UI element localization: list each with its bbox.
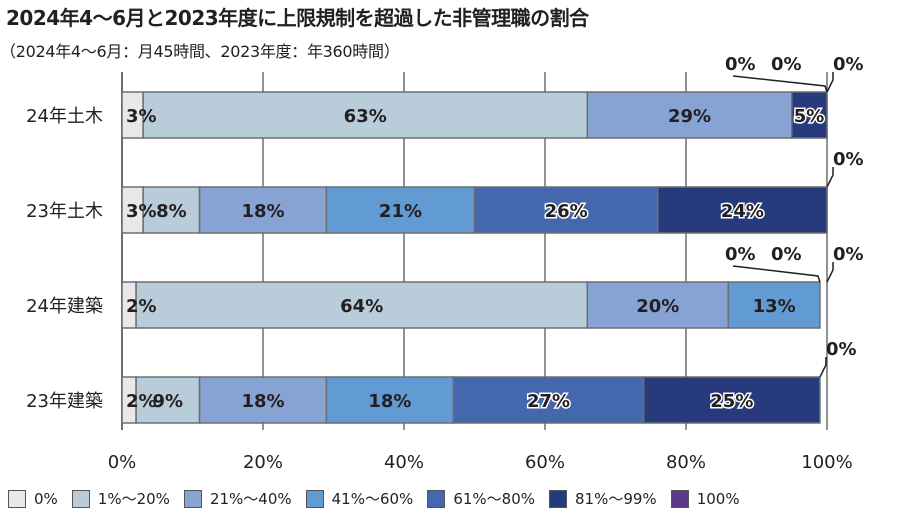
zero-label: 0% [826,339,857,360]
zero-label: 0% [833,54,864,75]
legend-item: 41%～60% [305,488,414,509]
legend-item: 61%～80% [427,488,535,509]
data-label: 3% [126,201,157,222]
category-label: 23年建築 [26,391,103,412]
legend-item: 81%～99% [549,488,657,509]
data-label: 18% [241,201,284,222]
legend-item: 21%～40% [183,488,292,509]
x-tick-label: 40% [384,452,424,473]
chart-title: 2024年4～6月と2023年度に上限規制を超過した非管理職の割合 [6,6,589,30]
legend-label: 41%～60% [331,490,414,508]
bar-segment [198,186,328,234]
bar-segment [325,186,476,234]
category-label: 24年建築 [26,296,103,317]
bar-segment [325,376,455,424]
data-label: 63% [344,106,387,127]
zero-label: 0% [725,54,756,75]
legend-label: 100% [696,489,740,508]
legend-swatch [71,489,90,508]
data-label: 64% [340,296,383,317]
zero-label: 0% [771,54,802,75]
callout-line [819,357,827,378]
bar-segment [727,281,821,329]
bar-segment [657,186,828,234]
x-tick-label: 100% [801,452,852,473]
chart-legend: 0% 1%～20% 21%～40% 41%～60% 61%～80% 81%～99% 100% [8,488,754,509]
legend-swatch [670,489,689,508]
data-label: 20% [636,296,679,317]
data-label: 24% [721,201,764,222]
data-label: 18% [368,391,411,412]
legend-item: 100% [670,489,740,508]
bar-segment [452,376,645,424]
callout-line [732,265,821,283]
data-label: 27% [527,391,570,412]
data-label: 8% [156,201,187,222]
x-tick-label: 80% [666,452,706,473]
x-tick-label: 20% [243,452,283,473]
data-label: 2% [126,391,157,412]
legend-swatch [305,489,324,508]
legend-swatch [183,489,202,508]
x-tick-label: 60% [525,452,565,473]
bar-segment [135,281,589,329]
legend-item: 0% [8,489,58,508]
bar-segment [586,281,730,329]
callout-line [826,262,834,283]
category-label: 23年土木 [26,201,103,222]
zero-label: 0% [833,244,864,265]
legend-item: 1%～20% [71,488,170,509]
legend-label: 21%～40% [209,490,292,508]
legend-label: 61%～80% [453,490,535,508]
category-label: 24年土木 [26,106,103,127]
data-label: 21% [379,201,422,222]
legend-label: 81%～99% [575,490,657,508]
bar-segment [142,186,201,234]
data-label: 25% [710,391,753,412]
data-label: 18% [241,391,284,412]
zero-label: 0% [771,244,802,265]
data-label: 5% [794,106,825,127]
bar-segment [642,376,821,424]
zero-label: 0% [833,149,864,170]
x-tick-label: 0% [108,452,137,473]
data-label: 2% [126,296,157,317]
bar-segment [198,376,328,424]
chart-subtitle: （2024年4～6月：月45時間、2023年度：年360時間） [0,42,400,61]
bar-segment [142,91,589,139]
legend-label: 0% [34,489,58,508]
callout-line [826,72,834,93]
callout-line [732,75,828,93]
bar-segment [791,91,828,139]
bar-segment [135,376,201,424]
legend-swatch [8,489,26,508]
data-label: 13% [753,296,796,317]
legend-swatch [427,489,446,508]
legend-swatch [549,489,567,508]
bar-segment [473,186,659,234]
zero-label: 0% [725,244,756,265]
data-label: 9% [153,391,184,412]
callout-line [826,167,834,188]
data-label: 3% [126,106,157,127]
legend-label: 1%～20% [97,490,170,508]
data-label: 26% [545,201,588,222]
data-label: 29% [668,106,711,127]
